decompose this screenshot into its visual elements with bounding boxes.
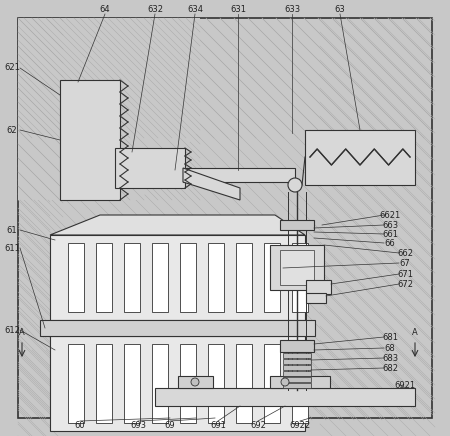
Polygon shape bbox=[18, 18, 200, 200]
Bar bbox=[152, 243, 168, 312]
Bar bbox=[115, 148, 185, 188]
Text: 681: 681 bbox=[382, 333, 398, 341]
Bar bbox=[280, 220, 314, 230]
Text: 631: 631 bbox=[230, 6, 246, 14]
Circle shape bbox=[281, 378, 289, 386]
Text: 611: 611 bbox=[4, 243, 20, 252]
Text: 61: 61 bbox=[7, 225, 17, 235]
Text: 634: 634 bbox=[187, 6, 203, 14]
Bar bbox=[305, 130, 415, 185]
Text: 67: 67 bbox=[400, 259, 410, 268]
Circle shape bbox=[191, 378, 199, 386]
Bar bbox=[68, 344, 84, 423]
Polygon shape bbox=[50, 215, 305, 235]
Polygon shape bbox=[18, 18, 432, 418]
Text: 683: 683 bbox=[382, 354, 398, 362]
Bar bbox=[280, 340, 314, 352]
Bar bbox=[40, 320, 315, 336]
Bar bbox=[283, 383, 311, 388]
Text: 6921: 6921 bbox=[395, 381, 415, 389]
Text: 662: 662 bbox=[397, 249, 413, 258]
Bar bbox=[280, 250, 314, 285]
Bar bbox=[96, 243, 112, 312]
Text: 62: 62 bbox=[7, 126, 17, 134]
Bar bbox=[180, 344, 196, 423]
Text: 633: 633 bbox=[284, 6, 300, 14]
Text: 69: 69 bbox=[165, 420, 176, 429]
Text: 621: 621 bbox=[4, 64, 20, 72]
Bar bbox=[124, 344, 140, 423]
Bar bbox=[292, 243, 308, 312]
Bar bbox=[236, 243, 252, 312]
Text: 691: 691 bbox=[210, 420, 226, 429]
Bar bbox=[283, 353, 311, 358]
Bar bbox=[283, 371, 311, 376]
Bar bbox=[236, 344, 252, 423]
Text: 671: 671 bbox=[397, 269, 413, 279]
Bar bbox=[60, 80, 120, 200]
Bar bbox=[270, 376, 330, 388]
Bar bbox=[208, 243, 224, 312]
Bar bbox=[50, 336, 305, 431]
Bar bbox=[178, 376, 213, 388]
Bar bbox=[183, 168, 295, 182]
Text: 632: 632 bbox=[147, 6, 163, 14]
Text: 63: 63 bbox=[335, 6, 346, 14]
Bar bbox=[68, 243, 84, 312]
Bar bbox=[283, 377, 311, 382]
Text: 672: 672 bbox=[397, 279, 413, 289]
Bar bbox=[96, 344, 112, 423]
Bar bbox=[155, 388, 415, 406]
Text: A: A bbox=[412, 327, 418, 337]
Bar bbox=[306, 293, 326, 303]
Bar bbox=[180, 243, 196, 312]
Bar bbox=[208, 344, 224, 423]
Bar bbox=[306, 280, 331, 294]
Text: 612: 612 bbox=[4, 326, 20, 334]
Text: 60: 60 bbox=[75, 420, 86, 429]
Circle shape bbox=[288, 178, 302, 192]
Text: 64: 64 bbox=[100, 6, 110, 14]
Text: 693: 693 bbox=[130, 420, 146, 429]
Text: 6922: 6922 bbox=[289, 420, 310, 429]
Text: 682: 682 bbox=[382, 364, 398, 372]
Bar bbox=[264, 344, 280, 423]
Text: 68: 68 bbox=[385, 344, 396, 352]
Bar bbox=[50, 235, 305, 320]
Bar bbox=[283, 365, 311, 370]
Text: 66: 66 bbox=[385, 238, 396, 248]
Text: A: A bbox=[19, 327, 25, 337]
Bar bbox=[152, 344, 168, 423]
Text: 661: 661 bbox=[382, 229, 398, 238]
Text: 6621: 6621 bbox=[379, 211, 400, 219]
Bar bbox=[292, 344, 308, 423]
Bar bbox=[264, 243, 280, 312]
Bar bbox=[270, 245, 324, 290]
Polygon shape bbox=[183, 168, 240, 200]
Bar bbox=[283, 359, 311, 364]
Text: 692: 692 bbox=[250, 420, 266, 429]
Text: 663: 663 bbox=[382, 221, 398, 229]
Bar bbox=[124, 243, 140, 312]
